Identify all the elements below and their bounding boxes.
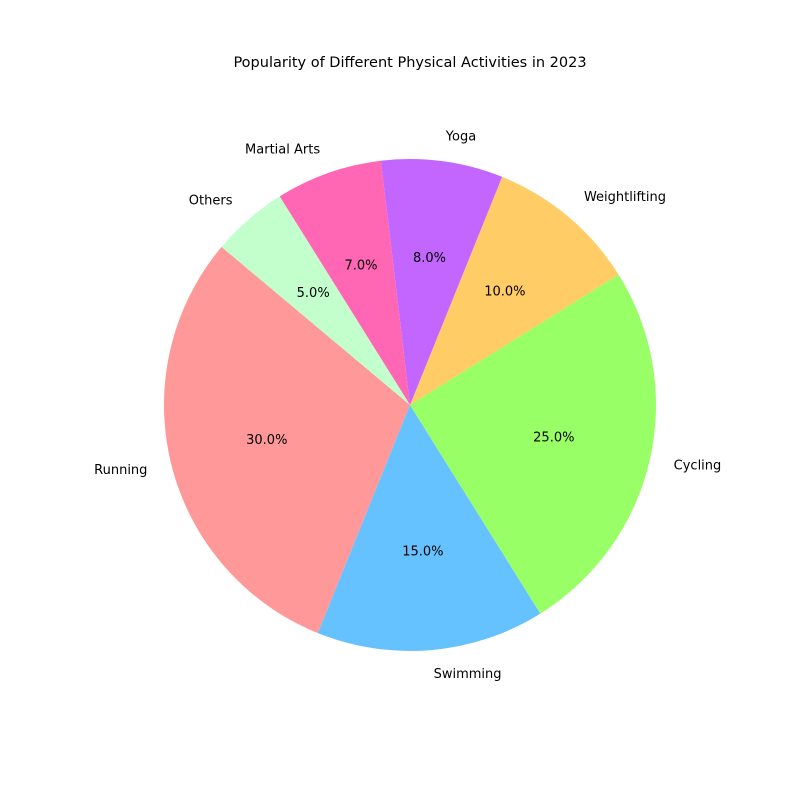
pie-slice-weightlifting bbox=[410, 176, 619, 405]
pie-slices bbox=[164, 159, 656, 651]
pct-label-swimming: 15.0% bbox=[402, 545, 443, 560]
pct-label-others: 5.0% bbox=[297, 286, 330, 301]
pie-slice-swimming bbox=[317, 405, 541, 651]
slice-label-cycling: Cycling bbox=[674, 458, 722, 473]
slice-label-martial-arts: Martial Arts bbox=[245, 142, 320, 157]
pct-label-yoga: 8.0% bbox=[413, 251, 446, 266]
pie-slice-running bbox=[164, 246, 410, 634]
pie-labels: Running 30.0% Swimming 15.0% Cycling 25.0% Wei… bbox=[94, 129, 721, 682]
pct-label-martial-arts: 7.0% bbox=[344, 258, 377, 273]
pie-slice-yoga bbox=[380, 159, 503, 405]
slice-label-others: Others bbox=[189, 193, 233, 208]
pie-slice-martial-arts bbox=[279, 160, 410, 405]
slice-label-weightlifting: Weightlifting bbox=[584, 190, 666, 205]
pct-label-running: 30.0% bbox=[246, 433, 287, 448]
slice-label-running: Running bbox=[94, 463, 147, 478]
pie-slice-others bbox=[221, 196, 410, 405]
slice-label-yoga: Yoga bbox=[445, 129, 476, 144]
chart-title: Popularity of Different Physical Activit… bbox=[233, 55, 586, 71]
slice-label-swimming: Swimming bbox=[434, 667, 502, 682]
pct-label-cycling: 25.0% bbox=[533, 431, 574, 446]
pie-slice-cycling bbox=[410, 274, 656, 614]
pct-label-weightlifting: 10.0% bbox=[484, 284, 525, 299]
